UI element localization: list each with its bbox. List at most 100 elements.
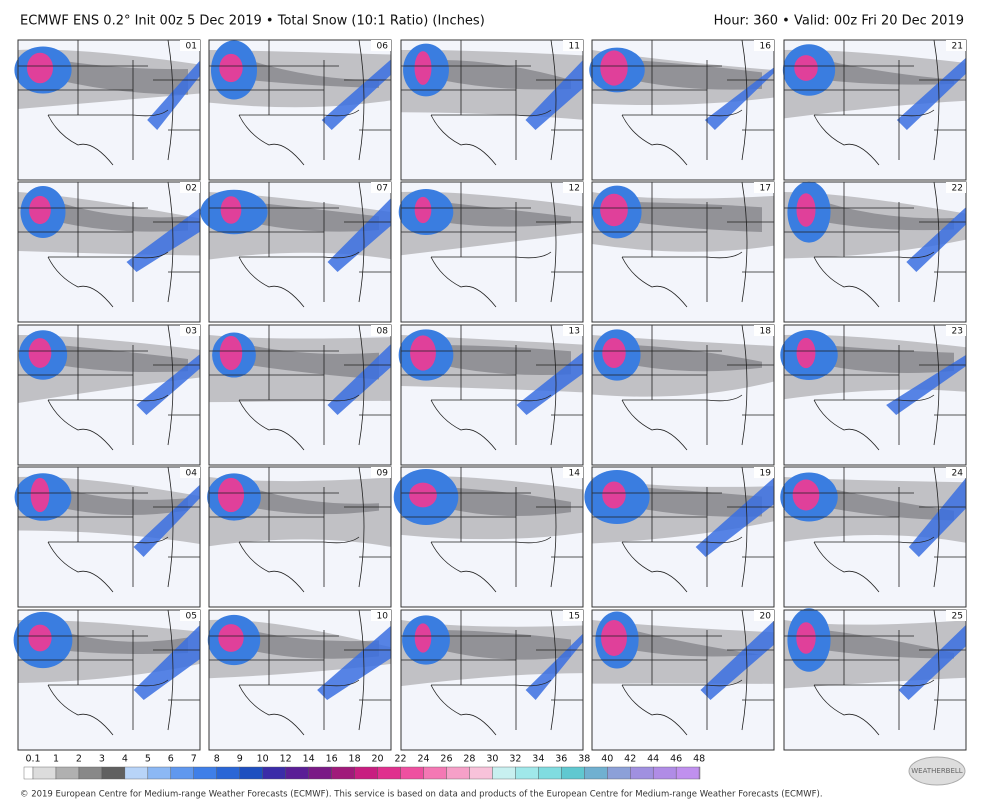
colorbar-cell [561,766,585,780]
panel-border [591,181,775,323]
state-lines [401,324,583,451]
state-lines [592,181,774,308]
snow-band [327,198,391,272]
colorbar-cell [607,766,631,780]
panel-border [17,466,201,608]
panel-border [17,609,201,751]
snow-gray-dark [441,487,571,517]
snow-gray-dark [824,60,954,85]
state-lines [209,39,391,166]
state-lines [592,324,774,451]
state-lines [784,609,966,736]
label-bg [371,40,391,51]
panel-label: 11 [569,42,580,52]
map-panel: 02 [17,181,201,323]
colorbar-label: 16 [326,754,338,765]
panel-border [208,324,392,466]
colorbar-label: 5 [145,754,151,765]
map-panel: 14 [393,466,584,608]
panel-label: 18 [760,327,772,337]
panel-label: 22 [952,184,963,194]
colorbar-cell [377,766,401,780]
snow-pink [219,335,243,371]
panel-label: 05 [186,612,197,622]
panel-label: 03 [186,327,197,337]
snow-pink [600,50,628,86]
colorbar-cell [675,766,700,780]
snow-pink [600,193,628,227]
logo: WEATHERBELL [911,767,963,775]
panel-border [783,466,967,608]
map-panel: 09 [207,466,392,608]
snow-gray-dark [249,202,379,232]
snow-pink [219,53,243,83]
map-panel: 01 [14,39,201,181]
map-panel: 07 [200,181,392,323]
label-bg [946,182,966,193]
snow-band [700,620,774,700]
colorbar-label: 3 [99,754,105,765]
panel-border [591,39,775,181]
colorbar-label: 2 [76,754,82,765]
snow-band [695,477,774,557]
colorbar-cell [32,766,57,780]
map-panel: 21 [782,39,967,181]
state-lines [401,39,583,166]
map-panel: 15 [400,609,584,751]
map-panel: 13 [398,324,584,466]
label-bg [946,40,966,51]
panel-border [208,466,392,608]
label-bg [180,325,200,336]
label-bg [754,467,774,478]
label-bg [754,325,774,336]
map-panel: 23 [780,324,967,466]
state-lines [401,181,583,308]
map-panel: 05 [13,609,201,751]
snow-pink [218,624,244,652]
snow-pink [414,51,432,85]
snow-gray-dark [632,202,762,232]
colorbar-cell [630,766,654,780]
snow-pink [602,481,626,509]
map-panel: 20 [591,609,775,751]
state-lines [18,466,200,593]
state-lines [401,466,583,593]
snow-pink [792,479,820,511]
label-bg [180,610,200,621]
panel-border [400,324,584,466]
state-lines [401,609,583,736]
colorbar-cell [239,766,263,780]
panel-label: 10 [377,612,389,622]
state-lines [592,39,774,166]
map-panel: 25 [783,608,967,751]
panel-label: 15 [569,612,580,622]
colorbar-cell [78,766,103,780]
colorbar-label: 34 [532,754,544,765]
colorbar-label: 0.1 [25,754,40,765]
panel-border [400,181,584,323]
snow-gray-dark [58,487,188,515]
snow-gray-dark [824,487,954,521]
colorbar-label: 24 [417,754,429,765]
label-bg [180,182,200,193]
colorbar-cell [515,766,539,780]
panel-border [783,609,967,751]
panel-label: 17 [760,184,771,194]
snow-band [133,484,200,557]
map-panel: 10 [207,609,392,751]
map-panel: 18 [591,324,775,466]
map-panel: 19 [584,466,775,608]
label-bg [946,610,966,621]
panel-border [591,466,775,608]
snow-gray-dark [249,60,379,88]
snow-gray-dark [58,630,188,655]
panel-grid: 01 02 03 04 05 06 07 08 09 10 11 12 13 14 15 16 17 18 19 20… [13,39,967,751]
colorbar: 0.1 1 2 3 4 5 6 7 8 9 10 12 14 16 18 20 22 24 26 28 30 32 34 36… [23,754,705,780]
snow-pink [601,620,627,656]
snow-pink [414,196,432,224]
copyright: © 2019 European Centre for Medium-range … [20,790,823,800]
label-bg [754,610,774,621]
snow-pink [220,196,242,224]
map-panel: 16 [589,39,775,181]
colorbar-cell [492,766,516,780]
